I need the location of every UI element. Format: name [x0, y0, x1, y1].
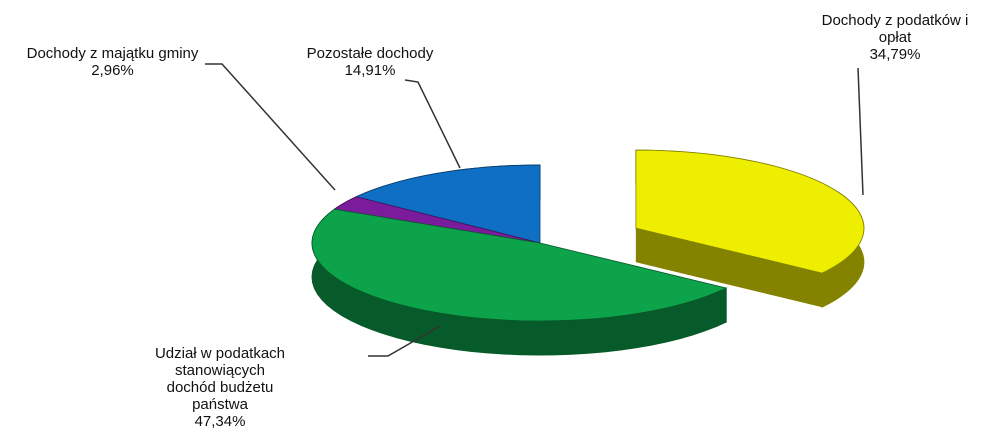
- slice-group: [635, 149, 865, 308]
- slice-cut: [635, 228, 823, 308]
- slice-group: [311, 208, 728, 356]
- slice: [635, 149, 865, 274]
- leader-line: [205, 63, 336, 191]
- value-label: 2,96%: [91, 62, 134, 79]
- value-label: 14,91%: [344, 62, 396, 79]
- slice: [355, 164, 541, 244]
- slice-label: Dochody z podatków i opłat 34,79%: [815, 12, 975, 63]
- pie: [311, 149, 865, 356]
- category-label: Dochody z podatków i opłat: [821, 12, 969, 46]
- leader-line: [404, 79, 461, 169]
- category-label: Udział w podatkach stanowiących dochód b…: [154, 345, 286, 413]
- leader-line: [368, 325, 441, 357]
- slice-label: Udział w podatkach stanowiących dochód b…: [150, 345, 290, 430]
- value-label: 34,79%: [869, 46, 921, 63]
- category-label: Pozostałe dochody: [306, 45, 434, 62]
- slice-label: Dochody z majątku gminy 2,96%: [20, 45, 205, 79]
- leader-line: [857, 67, 864, 196]
- slice-label: Pozostałe dochody 14,91%: [270, 45, 470, 79]
- category-label: Dochody z majątku gminy: [26, 45, 199, 62]
- leader-lines: [205, 63, 864, 357]
- slice: [311, 208, 728, 322]
- value-label: 47,34%: [194, 413, 246, 430]
